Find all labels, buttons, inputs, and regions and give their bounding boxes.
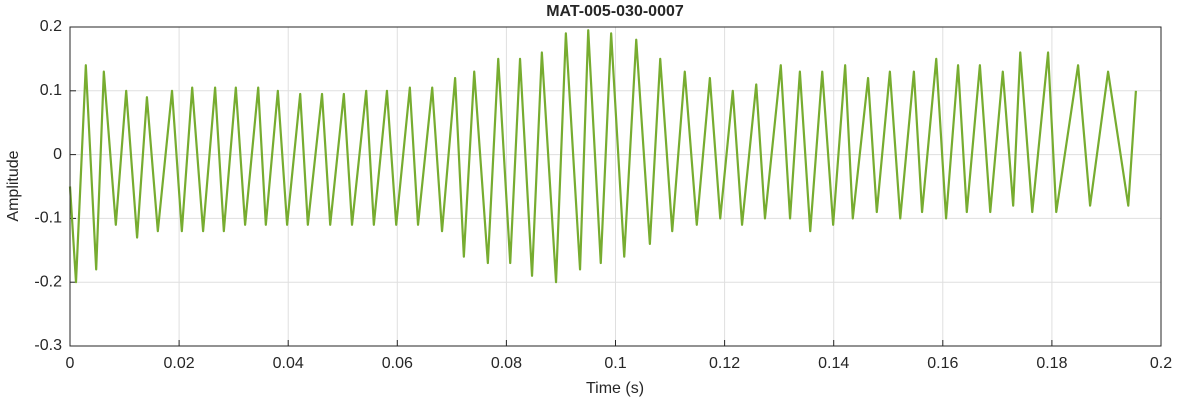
x-tick-label: 0.08 [491,355,522,372]
chart-title: MAT-005-030-0007 [546,3,684,20]
y-tick-label: -0.3 [34,337,62,354]
x-tick-label: 0.14 [818,355,849,372]
series-line [68,29,1138,284]
x-tick-label: 0.16 [927,355,958,372]
x-tick-label: 0.02 [164,355,195,372]
y-tick-label: 0.2 [40,18,62,35]
x-tick-label: 0.2 [1150,355,1172,372]
x-tick-label: 0 [66,355,75,372]
x-tick-label: 0.12 [709,355,740,372]
x-tick-label: 0.04 [273,355,304,372]
axes-box [69,26,1162,347]
x-tick-label: 0.18 [1036,355,1067,372]
y-tick-label: -0.2 [34,273,62,290]
y-axis-label: Amplitude [5,150,22,221]
y-tick-label: 0.1 [40,82,62,99]
y-tick-label: -0.1 [34,210,62,227]
x-tick-label: 0.1 [604,355,626,372]
x-axis-label: Time (s) [586,380,644,397]
x-tick-label: 0.06 [382,355,413,372]
y-tick-label: 0 [53,146,62,163]
